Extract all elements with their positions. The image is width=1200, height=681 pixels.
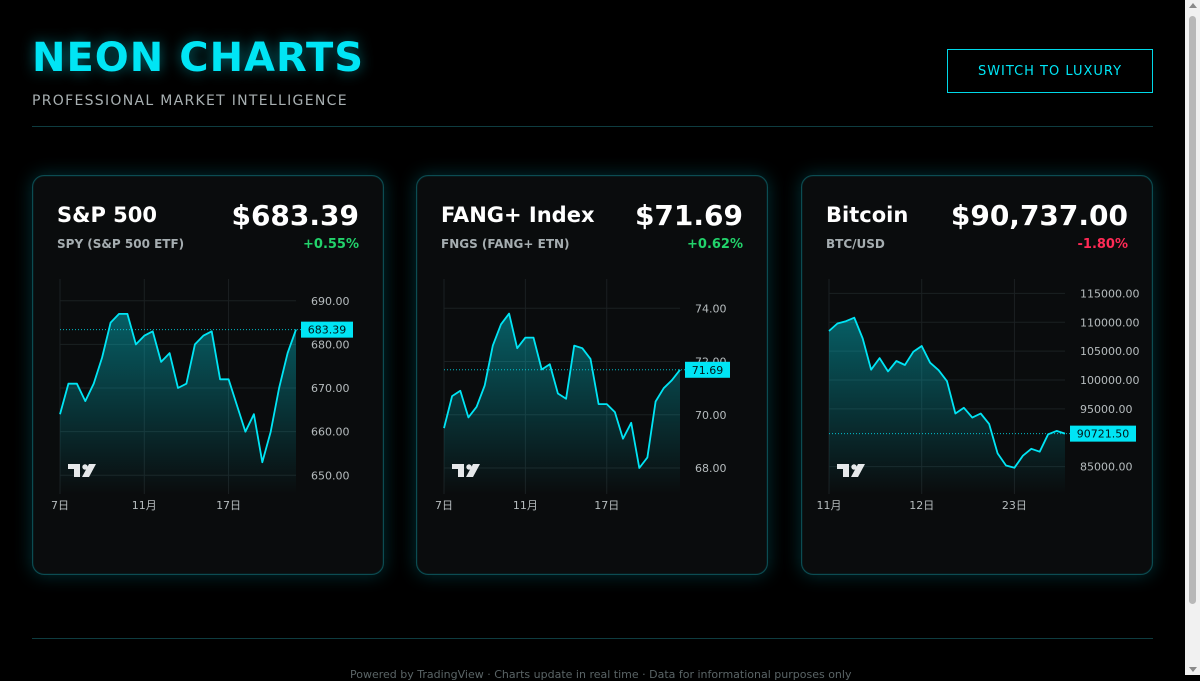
- card-price: $683.39: [231, 199, 359, 232]
- card-price: $90,737.00: [950, 199, 1128, 232]
- x-tick-label: 17日: [594, 499, 619, 512]
- scroll-up-icon[interactable]: [1189, 3, 1197, 8]
- y-tick-label: 68.00: [695, 462, 727, 475]
- x-tick-label: 17日: [216, 499, 241, 512]
- price-chart[interactable]: 690.00 680.00 670.00 660.00 650.00 7日 11月 17日 68…: [33, 271, 383, 531]
- card-symbol: FNGS (FANG+ ETN): [441, 237, 570, 251]
- card-change: +0.55%: [303, 237, 359, 252]
- page-header: NEON CHARTS PROFESSIONAL MARKET INTELLIG…: [32, 34, 1153, 127]
- card-name: FANG+ Index: [441, 203, 595, 227]
- x-tick-label: 7日: [435, 499, 453, 512]
- card-price: $71.69: [634, 199, 743, 232]
- area-fill: [60, 313, 296, 494]
- last-price-label: 71.69: [692, 364, 724, 377]
- last-price-badge: [1070, 425, 1136, 442]
- price-line: [59, 313, 297, 464]
- y-tick-label: 115000.00: [1080, 287, 1140, 300]
- x-tick-label: 7日: [51, 499, 69, 512]
- price-chart[interactable]: 115000.00 110000.00 105000.00 100000.00 9500…: [802, 271, 1152, 531]
- card-name: S&P 500: [57, 203, 157, 227]
- x-tick-label: 12日: [909, 499, 934, 512]
- card-symbol: SPY (S&P 500 ETF): [57, 237, 185, 251]
- tradingview-logo-icon: [837, 464, 865, 477]
- price-line: [443, 312, 681, 469]
- area-fill: [444, 313, 680, 494]
- price-line: [828, 316, 1066, 469]
- scrollbar-thumb[interactable]: [1189, 16, 1196, 604]
- footer-divider: [32, 638, 1153, 639]
- y-tick-label: 85000.00: [1080, 461, 1133, 474]
- card-name: Bitcoin: [826, 203, 909, 227]
- y-tick-label: 70.00: [695, 409, 727, 422]
- last-price-badge: [301, 321, 353, 338]
- last-price-badge: [685, 361, 730, 378]
- y-tick-label: 105000.00: [1080, 345, 1140, 358]
- y-tick-label: 650.00: [311, 469, 350, 482]
- market-card-sp500: S&P 500 SPY (S&P 500 ETF) $683.39 +0.55%…: [32, 175, 384, 575]
- scroll-down-icon[interactable]: [1189, 667, 1197, 672]
- x-tick-label: 23日: [1002, 499, 1027, 512]
- page-scrollbar[interactable]: [1185, 0, 1200, 675]
- market-card-fang: FANG+ Index FNGS (FANG+ ETN) $71.69 +0.6…: [416, 175, 768, 575]
- y-tick-label: 95000.00: [1080, 403, 1133, 416]
- x-tick-label: 11月: [513, 499, 538, 512]
- y-tick-label: 660.00: [311, 426, 350, 439]
- tradingview-logo-icon: [68, 464, 96, 477]
- y-tick-label: 680.00: [311, 338, 350, 351]
- switch-to-luxury-button[interactable]: SWITCH TO LUXURY: [947, 49, 1153, 93]
- card-change: +0.62%: [687, 237, 743, 252]
- y-tick-label: 100000.00: [1080, 374, 1140, 387]
- card-symbol: BTC/USD: [826, 237, 885, 251]
- y-tick-label: 670.00: [311, 382, 350, 395]
- brand-title: NEON CHARTS: [32, 35, 365, 81]
- x-tick-label: 11月: [132, 499, 157, 512]
- last-price-label: 683.39: [308, 324, 347, 337]
- last-price-label: 90721.50: [1077, 428, 1130, 441]
- tradingview-logo-icon: [452, 464, 480, 477]
- area-fill: [829, 317, 1065, 494]
- brand-subtitle: PROFESSIONAL MARKET INTELLIGENCE: [32, 93, 348, 109]
- y-tick-label: 110000.00: [1080, 316, 1140, 329]
- x-tick-label: 11月: [817, 499, 842, 512]
- market-card-bitcoin: Bitcoin BTC/USD $90,737.00 -1.80% 115000…: [801, 175, 1153, 575]
- y-tick-label: 690.00: [311, 295, 350, 308]
- y-tick-label: 74.00: [695, 302, 727, 315]
- card-change: -1.80%: [1077, 237, 1129, 252]
